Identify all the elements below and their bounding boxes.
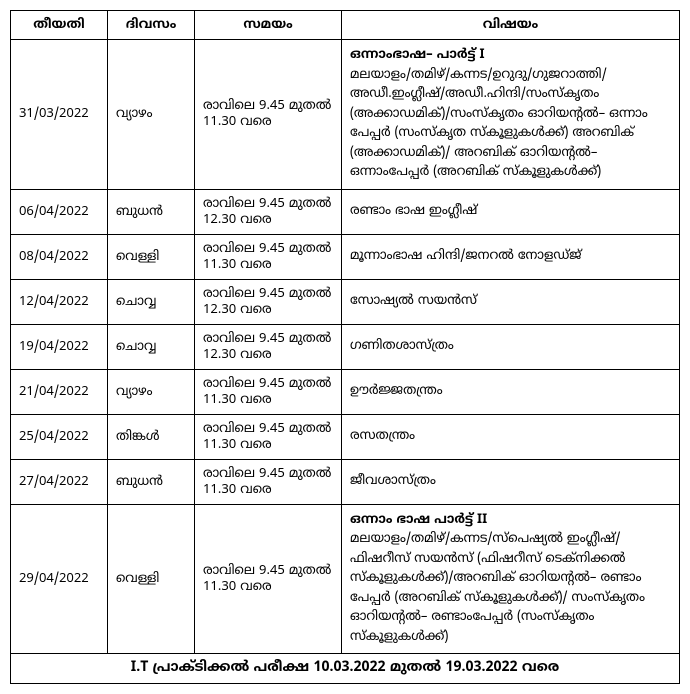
subject-body: മലയാളം/തമിഴ്/കന്നട/സ്പെഷ്യൽ ഇംഗ്ലീഷ്/ ഫി… bbox=[350, 530, 671, 647]
table-row: 29/04/2022വെള്ളിരാവിലെ 9.45 മുതൽ 11.30 വ… bbox=[11, 504, 680, 654]
subject-body: ഗണിതശാസ്ത്രം bbox=[350, 337, 671, 357]
date-cell: 21/04/2022 bbox=[11, 369, 108, 414]
subject-cell: രണ്ടാം ഭാഷ ഇംഗ്ലീഷ് bbox=[342, 189, 680, 234]
header-subject: വിഷയം bbox=[342, 11, 680, 40]
subject-body: മലയാളം/തമിഴ്/കന്നട/ഉറുദു/ഗുജറാത്തി/ അഡീ.… bbox=[350, 66, 671, 183]
date-cell: 08/04/2022 bbox=[11, 234, 108, 279]
day-cell: ബുധൻ bbox=[108, 459, 195, 504]
date-cell: 25/04/2022 bbox=[11, 414, 108, 459]
subject-cell: ഊർജ്ജതന്ത്രം bbox=[342, 369, 680, 414]
subject-body: രസതന്ത്രം bbox=[350, 427, 671, 447]
subject-title: ഒന്നാംഭാഷ– പാർട്ട് I bbox=[350, 46, 671, 66]
time-cell: രാവിലെ 9.45 മുതൽ 11.30 വരെ bbox=[195, 40, 342, 190]
day-cell: ബുധൻ bbox=[108, 189, 195, 234]
header-day: ദിവസം bbox=[108, 11, 195, 40]
table-row: 31/03/2022വ്യാഴംരാവിലെ 9.45 മുതൽ 11.30 വ… bbox=[11, 40, 680, 190]
table-row: 12/04/2022ചൊവ്വരാവിലെ 9.45 മുതൽ 12.30 വര… bbox=[11, 279, 680, 324]
subject-body: മൂന്നാംഭാഷ ഹിന്ദി/ജനറൽ നോളഡ്ജ് bbox=[350, 247, 671, 267]
time-cell: രാവിലെ 9.45 മുതൽ 11.30 വരെ bbox=[195, 234, 342, 279]
date-cell: 12/04/2022 bbox=[11, 279, 108, 324]
date-cell: 29/04/2022 bbox=[11, 504, 108, 654]
subject-cell: ജീവശാസ്ത്രം bbox=[342, 459, 680, 504]
date-cell: 27/04/2022 bbox=[11, 459, 108, 504]
day-cell: വ്യാഴം bbox=[108, 369, 195, 414]
table-row: 21/04/2022വ്യാഴംരാവിലെ 9.45 മുതൽ 11.30 വ… bbox=[11, 369, 680, 414]
footer-text: I.T പ്രാക്ടിക്കൽ പരീക്ഷ 10.03.2022 മുതൽ … bbox=[11, 654, 680, 684]
date-cell: 31/03/2022 bbox=[11, 40, 108, 190]
subject-body: രണ്ടാം ഭാഷ ഇംഗ്ലീഷ് bbox=[350, 202, 671, 222]
subject-cell: ഗണിതശാസ്ത്രം bbox=[342, 324, 680, 369]
table-row: 19/04/2022ചൊവ്വരാവിലെ 9.45 മുതൽ 12.30 വര… bbox=[11, 324, 680, 369]
subject-body: ഊർജ്ജതന്ത്രം bbox=[350, 382, 671, 402]
day-cell: ചൊവ്വ bbox=[108, 324, 195, 369]
header-row: തീയതി ദിവസം സമയം വിഷയം bbox=[11, 11, 680, 40]
day-cell: ചൊവ്വ bbox=[108, 279, 195, 324]
subject-cell: ഒന്നാംഭാഷ– പാർട്ട് Iമലയാളം/തമിഴ്/കന്നട/ഉ… bbox=[342, 40, 680, 190]
day-cell: വെള്ളി bbox=[108, 504, 195, 654]
day-cell: തിങ്കൾ bbox=[108, 414, 195, 459]
date-cell: 19/04/2022 bbox=[11, 324, 108, 369]
time-cell: രാവിലെ 9.45 മുതൽ 12.30 വരെ bbox=[195, 279, 342, 324]
date-cell: 06/04/2022 bbox=[11, 189, 108, 234]
time-cell: രാവിലെ 9.45 മുതൽ 11.30 വരെ bbox=[195, 459, 342, 504]
header-time: സമയം bbox=[195, 11, 342, 40]
exam-timetable: തീയതി ദിവസം സമയം വിഷയം 31/03/2022വ്യാഴംര… bbox=[10, 10, 680, 684]
subject-cell: സോഷ്യൽ സയൻസ് bbox=[342, 279, 680, 324]
subject-cell: ഒന്നാം ഭാഷ പാർട്ട് IIമലയാളം/തമിഴ്/കന്നട/… bbox=[342, 504, 680, 654]
day-cell: വ്യാഴം bbox=[108, 40, 195, 190]
subject-title: ഒന്നാം ഭാഷ പാർട്ട് II bbox=[350, 511, 671, 531]
table-row: 06/04/2022ബുധൻരാവിലെ 9.45 മുതൽ 12.30 വരെ… bbox=[11, 189, 680, 234]
subject-body: സോഷ്യൽ സയൻസ് bbox=[350, 292, 671, 312]
table-row: 27/04/2022ബുധൻരാവിലെ 9.45 മുതൽ 11.30 വരെ… bbox=[11, 459, 680, 504]
subject-cell: മൂന്നാംഭാഷ ഹിന്ദി/ജനറൽ നോളഡ്ജ് bbox=[342, 234, 680, 279]
day-cell: വെള്ളി bbox=[108, 234, 195, 279]
subject-body: ജീവശാസ്ത്രം bbox=[350, 472, 671, 492]
time-cell: രാവിലെ 9.45 മുതൽ 11.30 വരെ bbox=[195, 369, 342, 414]
time-cell: രാവിലെ 9.45 മുതൽ 11.30 വരെ bbox=[195, 504, 342, 654]
time-cell: രാവിലെ 9.45 മുതൽ 11.30 വരെ bbox=[195, 414, 342, 459]
time-cell: രാവിലെ 9.45 മുതൽ 12.30 വരെ bbox=[195, 189, 342, 234]
table-row: 08/04/2022വെള്ളിരാവിലെ 9.45 മുതൽ 11.30 വ… bbox=[11, 234, 680, 279]
subject-cell: രസതന്ത്രം bbox=[342, 414, 680, 459]
time-cell: രാവിലെ 9.45 മുതൽ 12.30 വരെ bbox=[195, 324, 342, 369]
footer-row: I.T പ്രാക്ടിക്കൽ പരീക്ഷ 10.03.2022 മുതൽ … bbox=[11, 654, 680, 684]
table-row: 25/04/2022തിങ്കൾരാവിലെ 9.45 മുതൽ 11.30 വ… bbox=[11, 414, 680, 459]
header-date: തീയതി bbox=[11, 11, 108, 40]
